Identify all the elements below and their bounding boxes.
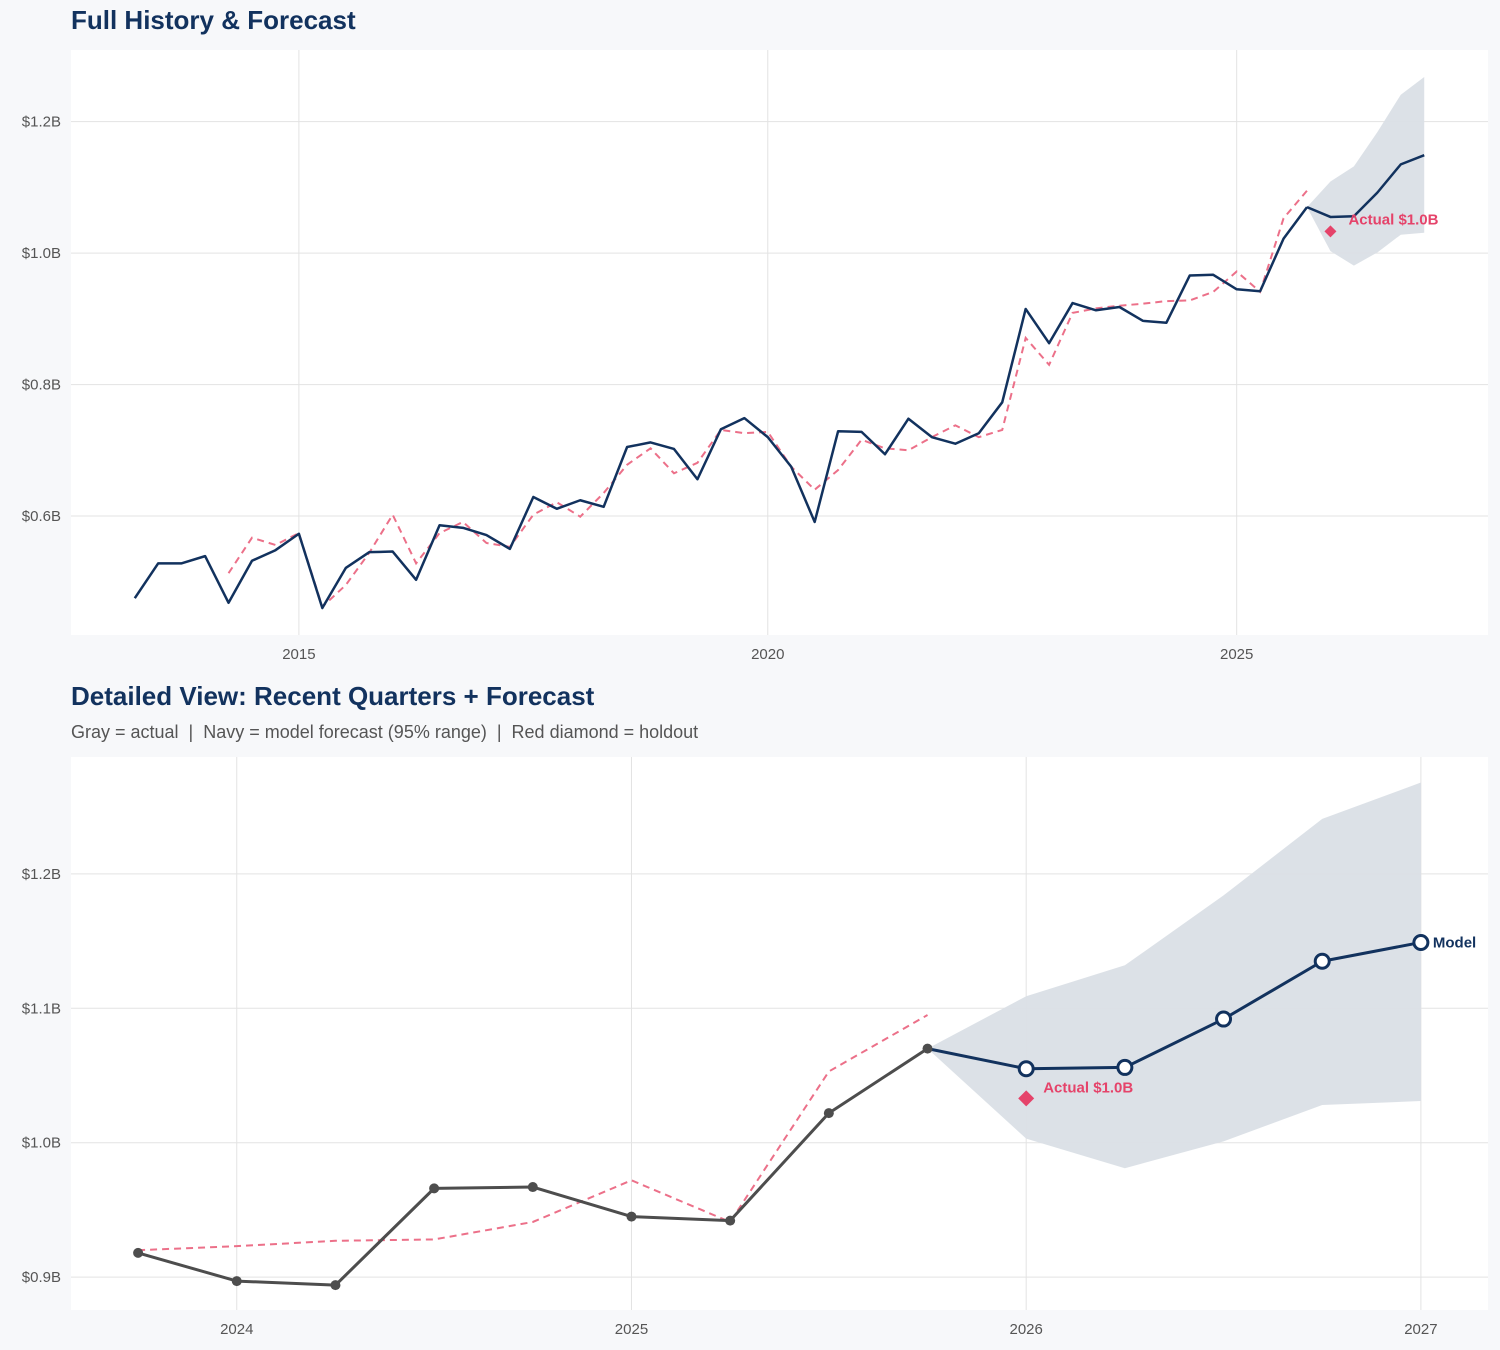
top-chart-title: Full History & Forecast	[71, 5, 356, 35]
forecast-interval-band	[1307, 76, 1425, 266]
actual-point	[527, 1182, 538, 1193]
x-tick-label: 2026	[1010, 1321, 1043, 1338]
actual-line	[133, 206, 1309, 610]
forecast-point	[1017, 1060, 1035, 1078]
forecast-point	[1116, 1058, 1134, 1076]
forecast-point	[1412, 933, 1430, 951]
forecast-point	[1313, 952, 1331, 970]
y-tick-label: $1.1B	[22, 1000, 61, 1017]
forecast-interval-band	[927, 782, 1421, 1169]
top-chart: $0.6B $0.8B $1.0B $1.2B 2015 2020 2025 Actual $…	[22, 50, 1488, 663]
actual-point	[725, 1215, 736, 1226]
forecast-line	[1306, 154, 1425, 219]
actual-point	[330, 1280, 341, 1291]
actual-point	[823, 1108, 834, 1119]
x-tick-label: 2027	[1404, 1321, 1437, 1338]
forecast-point	[1215, 1010, 1233, 1028]
bottom-chart-subtitle: Gray = actual | Navy = model forecast (9…	[71, 722, 699, 742]
fitted-line	[138, 1014, 929, 1252]
holdout-label: Actual $1.0B	[1043, 1079, 1133, 1096]
x-tick-label: 2020	[751, 646, 784, 663]
y-tick-label: $1.0B	[22, 1135, 61, 1152]
plot-area	[71, 50, 1488, 635]
bottom-chart: $0.9B $1.0B $1.1B $1.2B 2024 2025 2026 2027 Mode…	[22, 757, 1488, 1338]
bottom-chart-title: Detailed View: Recent Quarters + Forecas…	[71, 681, 595, 711]
forecast-series-label: Model	[1433, 934, 1476, 951]
actual-point	[429, 1183, 440, 1194]
holdout-label: Actual $1.0B	[1348, 211, 1438, 228]
y-tick-label: $0.9B	[22, 1269, 61, 1286]
x-tick-label: 2025	[1220, 646, 1253, 663]
forecast-line	[927, 940, 1422, 1071]
actual-point	[922, 1043, 933, 1054]
x-tick-label: 2015	[282, 646, 315, 663]
y-tick-label: $0.8B	[22, 377, 61, 394]
holdout-diamond	[1324, 225, 1337, 238]
actual-point	[133, 1247, 144, 1258]
holdout-diamond	[1018, 1090, 1035, 1107]
x-tick-label: 2024	[220, 1321, 253, 1338]
x-tick-label: 2025	[615, 1321, 648, 1338]
y-tick-label: $1.2B	[22, 114, 61, 131]
y-tick-label: $0.6B	[22, 508, 61, 525]
y-tick-label: $1.0B	[22, 245, 61, 262]
actual-point	[231, 1276, 242, 1287]
y-tick-label: $1.2B	[22, 866, 61, 883]
actual-point	[626, 1211, 637, 1222]
